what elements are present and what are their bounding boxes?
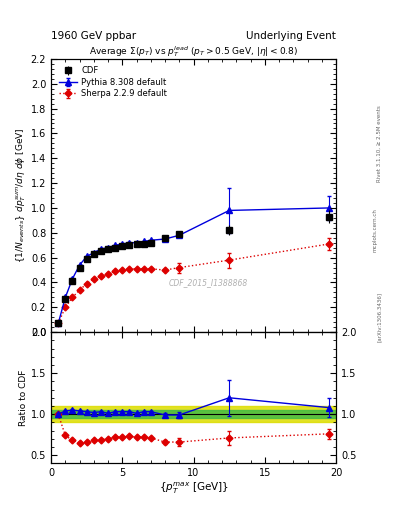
Title: Average $\Sigma(p_T)$ vs $p_T^{lead}$ ($p_T > 0.5$ GeV, $|\eta| < 0.8$): Average $\Sigma(p_T)$ vs $p_T^{lead}$ ($…	[89, 44, 298, 59]
Y-axis label: $\{1/N_{events}\}\ dp_T^{sum}/d\eta\ d\phi\ [\mathrm{GeV}]$: $\{1/N_{events}\}\ dp_T^{sum}/d\eta\ d\p…	[15, 127, 28, 263]
Y-axis label: Ratio to CDF: Ratio to CDF	[19, 370, 28, 426]
Text: CDF_2015_I1388868: CDF_2015_I1388868	[168, 279, 248, 287]
Bar	[51, 410, 336, 418]
Bar	[51, 406, 336, 422]
Text: mcplots.cern.ch: mcplots.cern.ch	[373, 208, 378, 252]
Text: 1960 GeV ppbar: 1960 GeV ppbar	[51, 31, 136, 41]
Text: Rivet 3.1.10, ≥ 2.5M events: Rivet 3.1.10, ≥ 2.5M events	[377, 105, 382, 182]
X-axis label: $\{p_T^{max}$ [GeV]$\}$: $\{p_T^{max}$ [GeV]$\}$	[158, 481, 229, 497]
Legend: CDF, Pythia 8.308 default, Sherpa 2.2.9 default: CDF, Pythia 8.308 default, Sherpa 2.2.9 …	[55, 63, 170, 102]
Text: Underlying Event: Underlying Event	[246, 31, 336, 41]
Text: [arXiv:1306.3436]: [arXiv:1306.3436]	[377, 292, 382, 343]
